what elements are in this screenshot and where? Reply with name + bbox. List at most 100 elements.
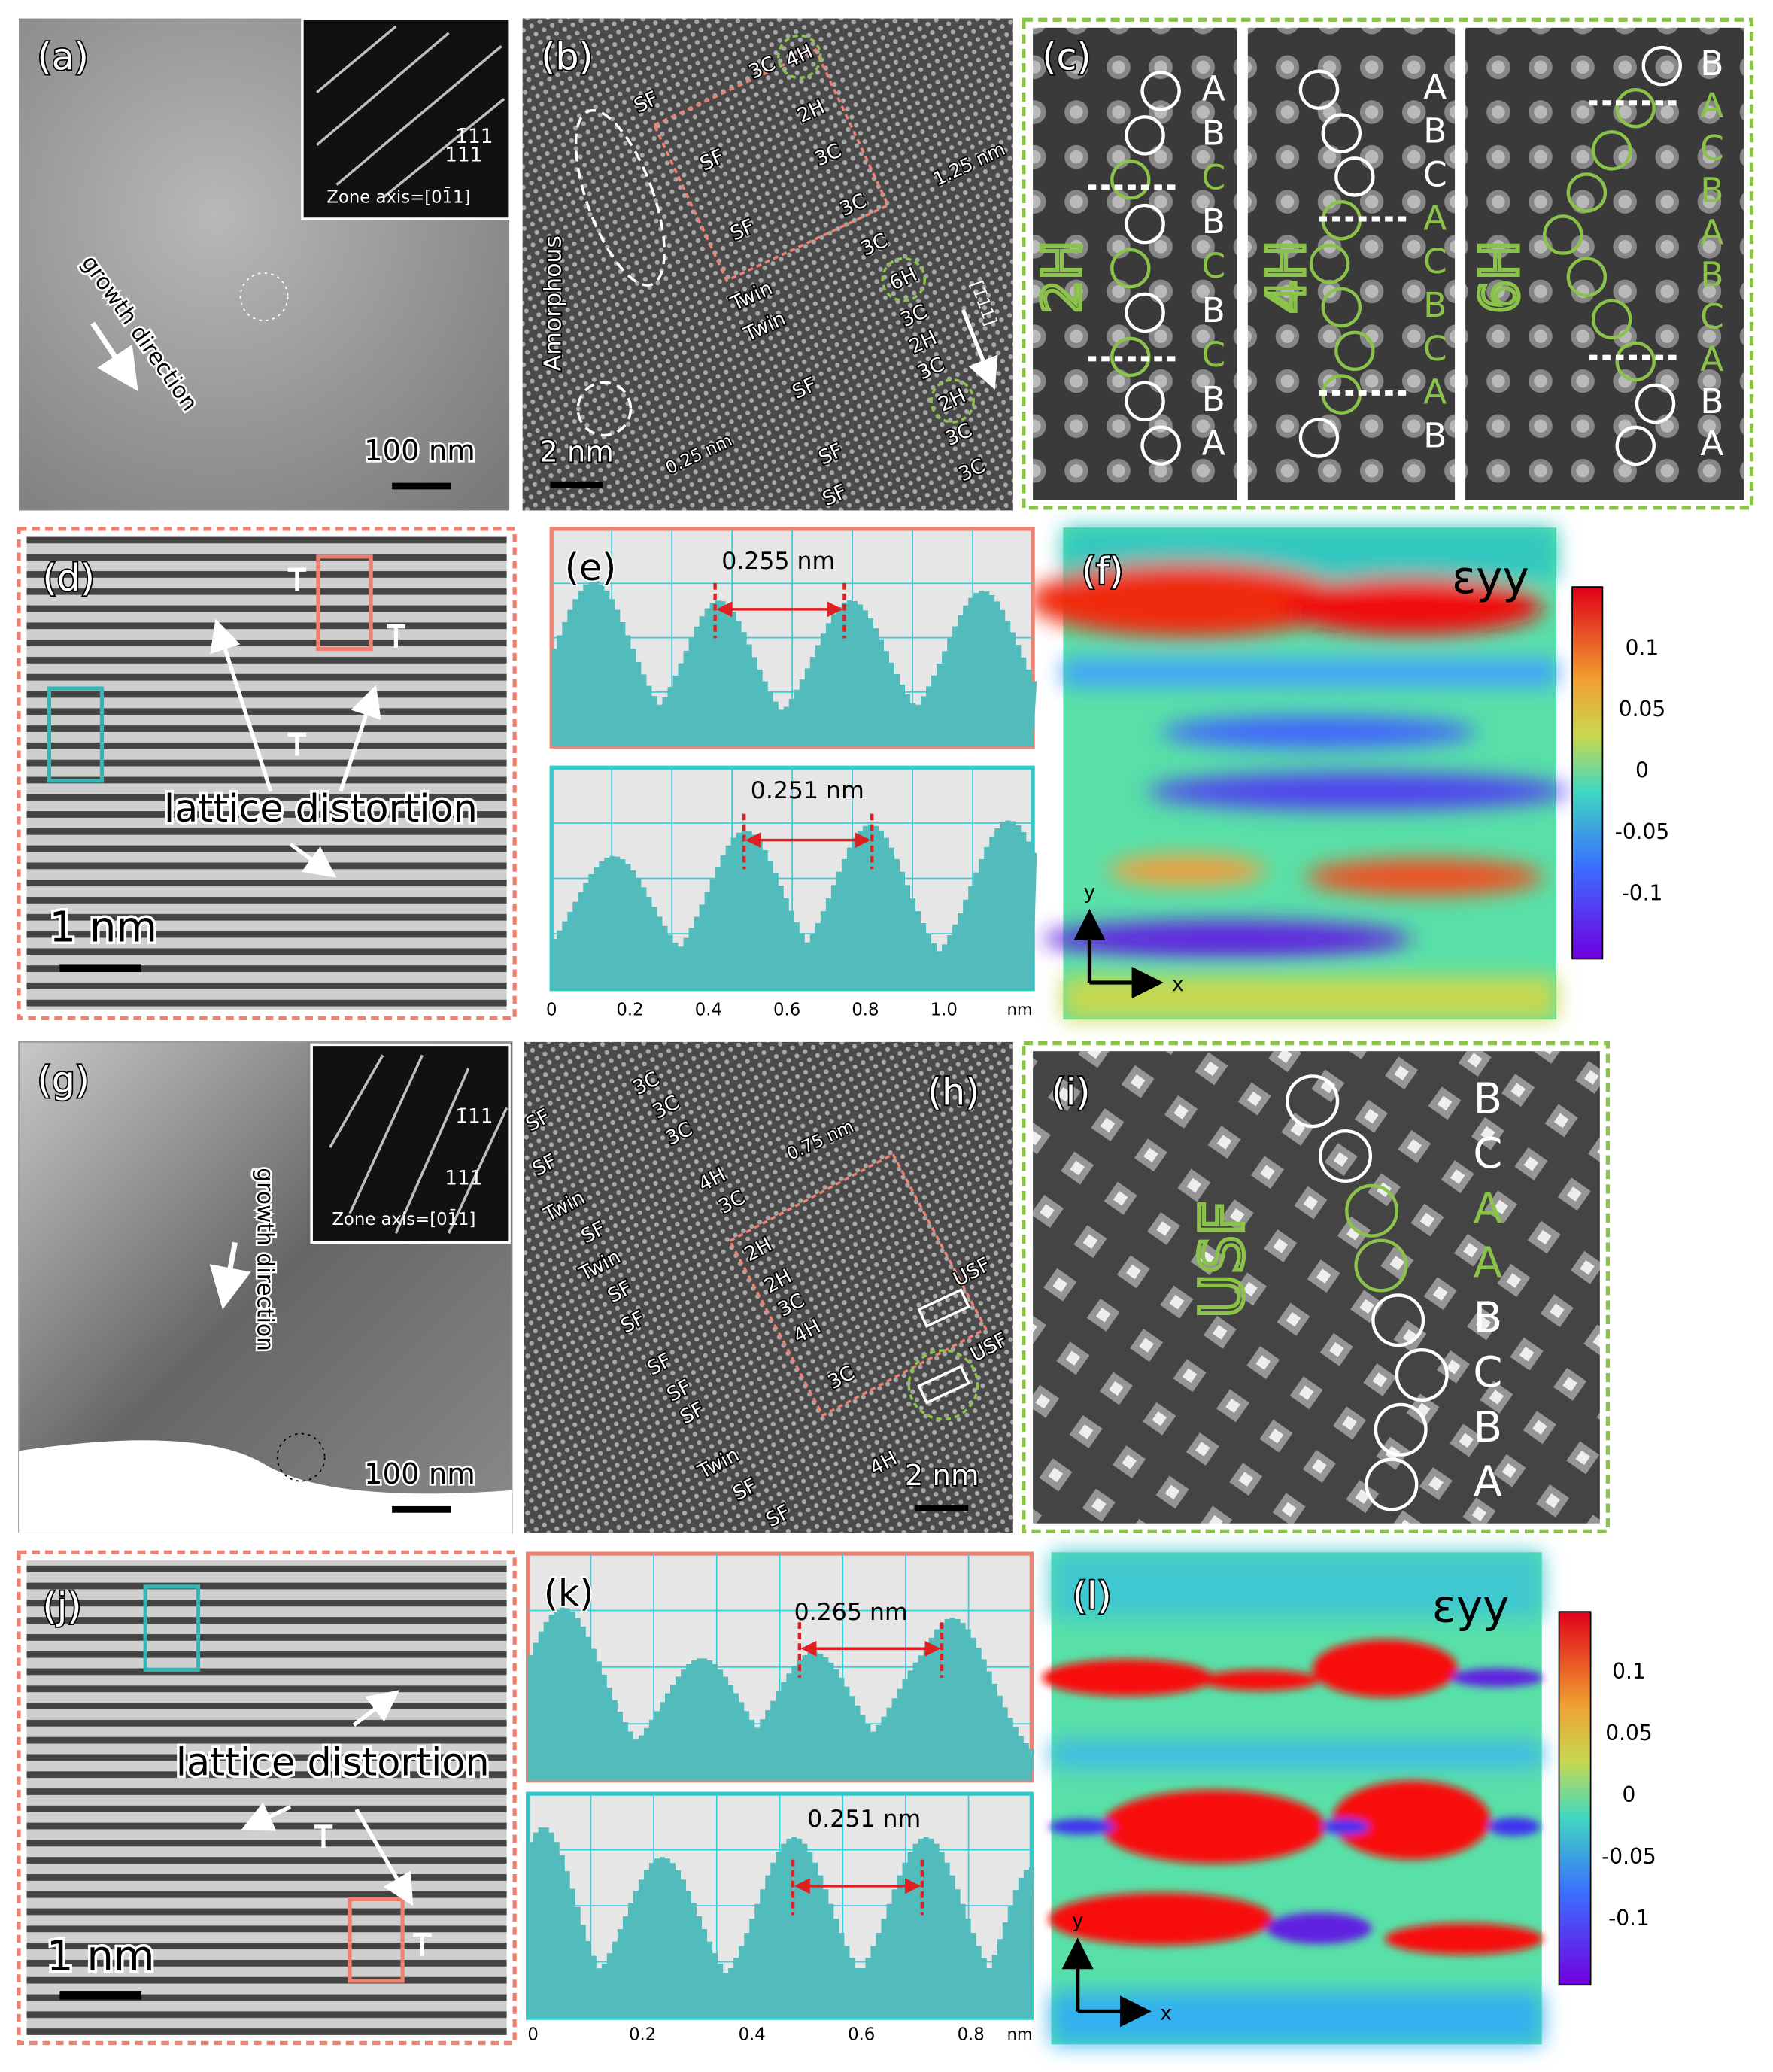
label: A xyxy=(1474,1458,1502,1507)
atom-marker xyxy=(1371,1293,1425,1347)
atom-marker xyxy=(1566,172,1608,213)
label: Amorphous xyxy=(540,235,567,371)
label: B xyxy=(1474,1403,1502,1452)
label: B xyxy=(1423,416,1447,456)
hrstem-image xyxy=(1033,1051,1600,1524)
colorbar-tick-label: 0 xyxy=(1635,758,1649,783)
arrow xyxy=(209,1241,251,1310)
label: 2 nm xyxy=(539,436,614,469)
label: lattice distortion xyxy=(164,786,478,831)
label: y xyxy=(1084,881,1096,904)
label: B xyxy=(1202,202,1225,242)
atom-marker xyxy=(1321,287,1362,328)
panel-label: (k) xyxy=(544,1572,594,1615)
label: C xyxy=(1473,1129,1502,1178)
label: 100 nm xyxy=(364,1457,475,1491)
label: 1̄11 xyxy=(455,126,493,148)
arrow xyxy=(961,308,998,390)
amorphous-region xyxy=(574,108,666,287)
region-box xyxy=(728,1152,988,1417)
label: A xyxy=(1202,68,1225,108)
label: nm xyxy=(1007,1000,1033,1019)
x-tick-label: 0.2 xyxy=(616,1000,643,1019)
label: 2 nm xyxy=(905,1459,979,1493)
colorbar-tick-label: 0 xyxy=(1623,1782,1636,1807)
label: A xyxy=(1423,372,1447,412)
label: 4H xyxy=(1255,240,1317,313)
atom-marker xyxy=(1615,341,1656,382)
label: B xyxy=(1202,113,1225,153)
roi-box xyxy=(316,554,373,652)
atom-marker xyxy=(1140,71,1181,111)
atom-marker xyxy=(1395,1348,1449,1402)
arrow xyxy=(90,321,138,392)
colorbar-tick-label: 0.1 xyxy=(1626,635,1659,660)
panel-label: (c) xyxy=(1042,35,1091,78)
aperture xyxy=(276,1432,326,1482)
label: 0.255 nm xyxy=(721,548,835,575)
label: B xyxy=(1423,285,1447,325)
roi-box xyxy=(143,1584,201,1672)
label: 0.265 nm xyxy=(794,1599,908,1626)
label: C xyxy=(1700,297,1724,337)
atom-marker xyxy=(1591,130,1632,171)
fringe-image xyxy=(26,1560,507,2035)
atom-marker xyxy=(1321,113,1362,153)
colorbar xyxy=(1558,1611,1592,1986)
label: B xyxy=(1700,170,1723,210)
atom-marker xyxy=(1365,1457,1419,1511)
label: 6H xyxy=(1469,240,1531,313)
dislocation xyxy=(413,1933,432,1956)
panel-label: (g) xyxy=(38,1059,90,1102)
x-tick-label: 1.0 xyxy=(931,1000,958,1019)
label: A xyxy=(1700,339,1723,379)
label: x xyxy=(1172,974,1184,996)
colorbar-tick-label: 0.05 xyxy=(1619,697,1665,722)
label: Zone axis=[01̄1] xyxy=(326,186,470,207)
x-tick-label: 0 xyxy=(546,1000,557,1019)
label: 1 nm xyxy=(47,1932,155,1981)
label: B xyxy=(1700,255,1723,295)
hrstem-image xyxy=(1247,27,1456,500)
label: 0.251 nm xyxy=(751,777,864,804)
label: εyy xyxy=(1452,552,1529,604)
atom-marker xyxy=(1566,257,1608,297)
dislocation xyxy=(387,624,405,648)
diffraction-inset xyxy=(301,17,511,220)
highlight xyxy=(776,34,822,80)
atom-marker xyxy=(1319,1129,1373,1183)
label: B xyxy=(1700,381,1723,421)
colorbar xyxy=(1571,586,1604,960)
amorphous-region xyxy=(576,381,633,437)
atom-marker xyxy=(1374,1402,1428,1457)
label: B xyxy=(1202,379,1225,419)
label: A xyxy=(1423,198,1447,238)
intensity-profile xyxy=(551,820,1037,989)
atom-marker xyxy=(1334,330,1375,372)
label: x xyxy=(1160,2002,1172,2025)
atom-marker xyxy=(1641,45,1683,87)
panel-label: (a) xyxy=(38,35,89,78)
label: nm xyxy=(1007,2025,1033,2043)
scale-bar xyxy=(59,964,142,972)
fault-box xyxy=(917,1364,970,1405)
scale-bar xyxy=(59,1991,142,2000)
x-tick-label: 0.6 xyxy=(773,1000,800,1019)
label: A xyxy=(1474,1239,1502,1288)
axes-indicator xyxy=(1073,908,1164,999)
colorbar-tick-label: 0.05 xyxy=(1605,1721,1652,1745)
colorbar-tick-label: -0.05 xyxy=(1601,1844,1656,1869)
atom-marker xyxy=(1635,383,1676,424)
label: B xyxy=(1202,290,1225,330)
colorbar-tick-label: 0.1 xyxy=(1612,1659,1646,1684)
panel-label: (l) xyxy=(1073,1574,1112,1618)
label: 0.251 nm xyxy=(807,1806,921,1833)
diffraction-inset xyxy=(310,1043,511,1244)
atom-marker xyxy=(1125,292,1165,333)
panel-label: (b) xyxy=(541,35,593,78)
colorbar-tick-label: -0.1 xyxy=(1622,881,1663,906)
label: 2H xyxy=(1031,240,1093,313)
x-tick-label: 0.4 xyxy=(695,1000,722,1019)
label: 111 xyxy=(445,1168,482,1190)
x-tick-label: 0 xyxy=(527,2025,538,2044)
